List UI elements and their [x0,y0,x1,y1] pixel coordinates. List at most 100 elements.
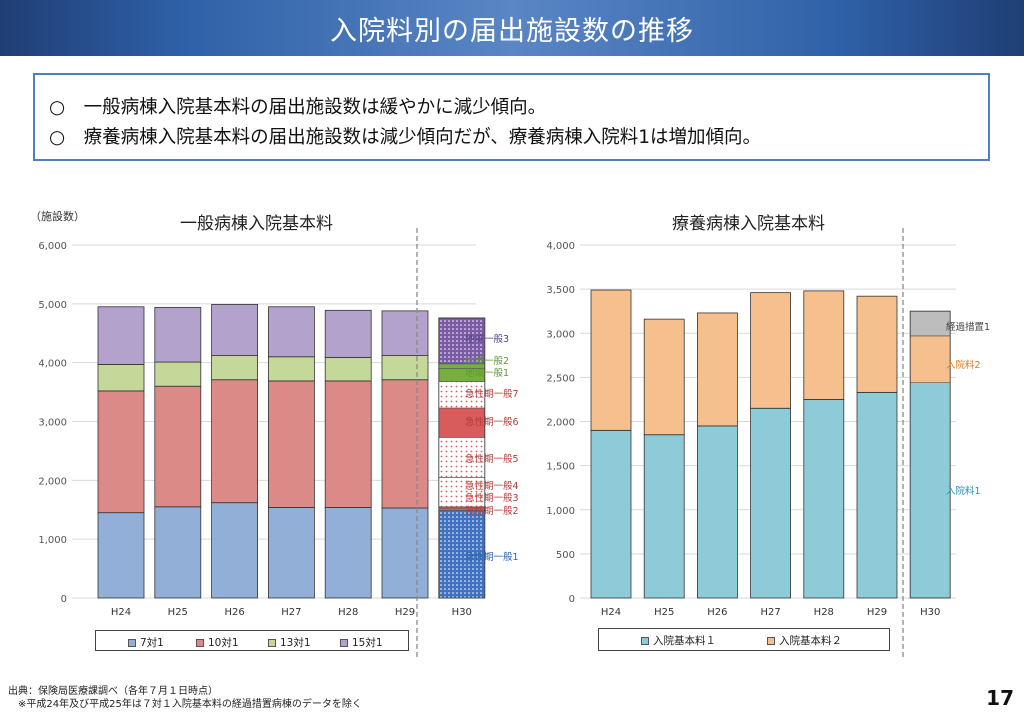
y-tick-label: 4,000 [38,359,67,370]
x-tick-label: H27 [760,607,780,618]
bar-segment [97,306,145,365]
legend-item-13taiichi: 13対1 [268,635,311,650]
page-title: 入院料別の届出施設数の推移 [330,16,694,47]
y-tick-label: 1,000 [38,535,67,546]
bar-segment [643,318,685,436]
bar-segment [324,380,372,508]
y-unit-label: （施設数） [30,210,85,223]
segment-label: 急性期一般6 [465,416,519,428]
legend-item-7taiichi: 7対1 [128,635,164,650]
x-tick-label: H28 [814,607,834,618]
x-tick-label: H30 [920,607,940,618]
bar-segment [803,290,845,400]
segment-label: 急性期一般2 [465,505,519,517]
bar-segment [267,380,315,508]
legend-swatch [268,638,276,647]
bar-segment [211,379,259,504]
bar-segment [324,356,372,382]
y-tick-label: 0 [61,594,67,605]
bar-segment-h30 [438,381,486,409]
bar-segment [643,434,685,599]
bar-segment [154,361,202,387]
segment-label: 急性期一般3 [465,492,519,504]
segment-label: 地域一般1 [465,367,509,379]
bar-segment [324,506,372,599]
y-tick-label: 6,000 [38,241,67,252]
legend-item-kihon1: 入院基本料１ [641,633,716,648]
x-tick-label: H25 [168,607,188,618]
bar-outline-h30 [909,310,951,599]
y-tick-label: 2,000 [38,476,67,487]
bar-segment-h30 [909,382,951,599]
summary-line-1: ○ 一般病棟入院基本料の届出施設数は緩やかに減少傾向。 [49,97,547,118]
bar-segment [697,312,738,427]
bar-segment [154,506,202,599]
x-tick-label: H26 [707,607,727,618]
y-tick-label: 1,500 [546,462,575,473]
y-tick-label: 2,000 [546,418,575,429]
chart-ryoyo: 0 500 1,000 1,500 2,000 2,500 3,000 3,500 4,000 H… [546,228,990,660]
legend-general: 7対1 10対1 13対1 15対1 [95,630,409,651]
summary-line-2: ○ 療養病棟入院基本料の届出施設数は減少傾向だが、療養病棟入院料1は増加傾向。 [49,127,762,148]
x-tick-label: H24 [111,607,131,618]
x-tick-label: H29 [395,607,415,618]
bar-segment [856,391,898,599]
bar-segment-h30 [909,335,951,383]
segment-label: 急性期一般7 [465,388,519,400]
legend-swatch [340,638,348,647]
bar-segment [590,429,632,599]
summary-box: ○ 一般病棟入院基本料の届出施設数は緩やかに減少傾向。 ○ 療養病棟入院基本料の… [33,73,990,161]
segment-label: 急性期一般4 [465,480,519,492]
y-tick-label: 3,500 [546,285,575,296]
y-tick-label: 1,000 [546,506,575,517]
x-tick-label: H26 [224,607,244,618]
bar-segment [381,379,429,509]
segment-label: 入院料2 [946,359,981,371]
legend-swatch [767,636,775,645]
y-tick-label: 3,000 [38,418,67,429]
y-tick-label: 5,000 [38,300,67,311]
footnote-text: ※平成24年及び平成25年は７対１入院基本料の経過措置病棟のデータを除く [18,699,362,710]
y-tick-label: 0 [569,594,575,605]
bar-segment [97,390,145,514]
bar-segment [803,399,845,599]
segment-label: 急性期一般1 [465,551,519,563]
bar-segment [381,310,429,357]
bar-segment [154,306,202,363]
bar-segment [590,289,632,431]
bar-segment [267,306,315,358]
legend-ryoyo: 入院基本料１ 入院基本料２ [598,628,890,651]
chart-title-general: 一般病棟入院基本料 [180,214,333,234]
x-tick-label: H30 [452,607,472,618]
bar-segment-h30 [438,317,486,365]
legend-swatch [641,636,649,645]
page-number: 17 [986,686,1014,710]
legend-swatch [196,638,204,647]
bar-segment [154,385,202,508]
bar-segment [97,364,145,392]
legend-item-15taiichi: 15対1 [340,635,383,650]
x-tick-label: H28 [338,607,358,618]
bar-segment [267,506,315,599]
y-tick-label: 4,000 [546,241,575,252]
bar-segment [750,407,791,599]
segment-label: 入院料1 [946,485,981,497]
x-tick-label: H25 [654,607,674,618]
bar-segment [211,502,259,599]
y-tick-label: 500 [556,550,575,561]
bar-segment [381,507,429,599]
segment-label: 急性期一般5 [465,453,519,465]
bar-segment [381,355,429,381]
segment-label: 経過措置1 [946,321,990,333]
bar-segment [697,425,738,599]
y-tick-label: 3,000 [546,329,575,340]
bar-segment [211,355,259,381]
bar-segment [856,295,898,393]
bar-segment [267,356,315,382]
source-note: 出典：保険局医療課調べ（各年７月１日時点） ※平成24年及び平成25年は７対１入… [8,685,362,711]
title-bar: 入院料別の届出施設数の推移 [0,0,1024,56]
bar-segment-h30 [909,310,951,337]
legend-item-10taiichi: 10対1 [196,635,239,650]
bar-segment [750,292,791,409]
